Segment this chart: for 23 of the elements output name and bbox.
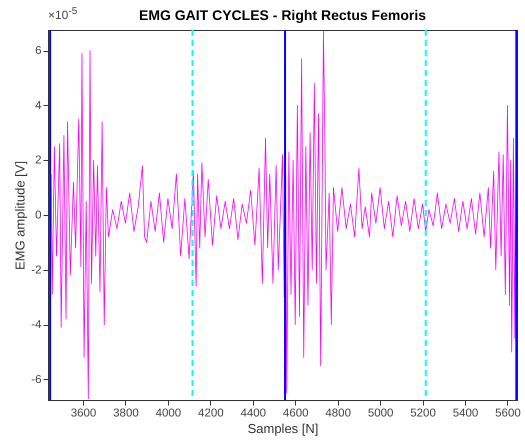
y-tick-label: 6 <box>35 45 42 58</box>
x-tick-label: 4800 <box>325 408 351 420</box>
y-axis-title: EMG amplitude [V] <box>12 160 28 270</box>
y-tick-label: 2 <box>35 154 42 167</box>
x-tick-label: 4600 <box>282 408 309 420</box>
x-tick-label: 5600 <box>495 408 521 420</box>
x-tick-label: 4200 <box>198 408 224 420</box>
chart-title: EMG GAIT CYCLES - Right Rectus Femoris <box>138 7 426 23</box>
x-tick-label: 5400 <box>452 408 478 420</box>
x-tick-label: 3600 <box>70 408 96 420</box>
x-tick-label: 5200 <box>410 408 436 420</box>
x-tick-label: 3800 <box>113 408 139 420</box>
y-tick-label: -6 <box>31 374 42 386</box>
x-tick-label: 4000 <box>156 408 182 420</box>
y-tick-label: 4 <box>35 100 42 112</box>
y-tick-label: -4 <box>31 319 42 332</box>
y-tick-label: 0 <box>35 210 42 222</box>
x-tick-label: 5000 <box>368 408 394 420</box>
line-series <box>50 30 516 400</box>
y-tick-label: -2 <box>31 264 42 276</box>
x-axis-title: Samples [N] <box>248 421 318 436</box>
text: ×10$^{-5}$ <box>48 6 78 22</box>
x-tick-label: 4400 <box>240 408 266 420</box>
